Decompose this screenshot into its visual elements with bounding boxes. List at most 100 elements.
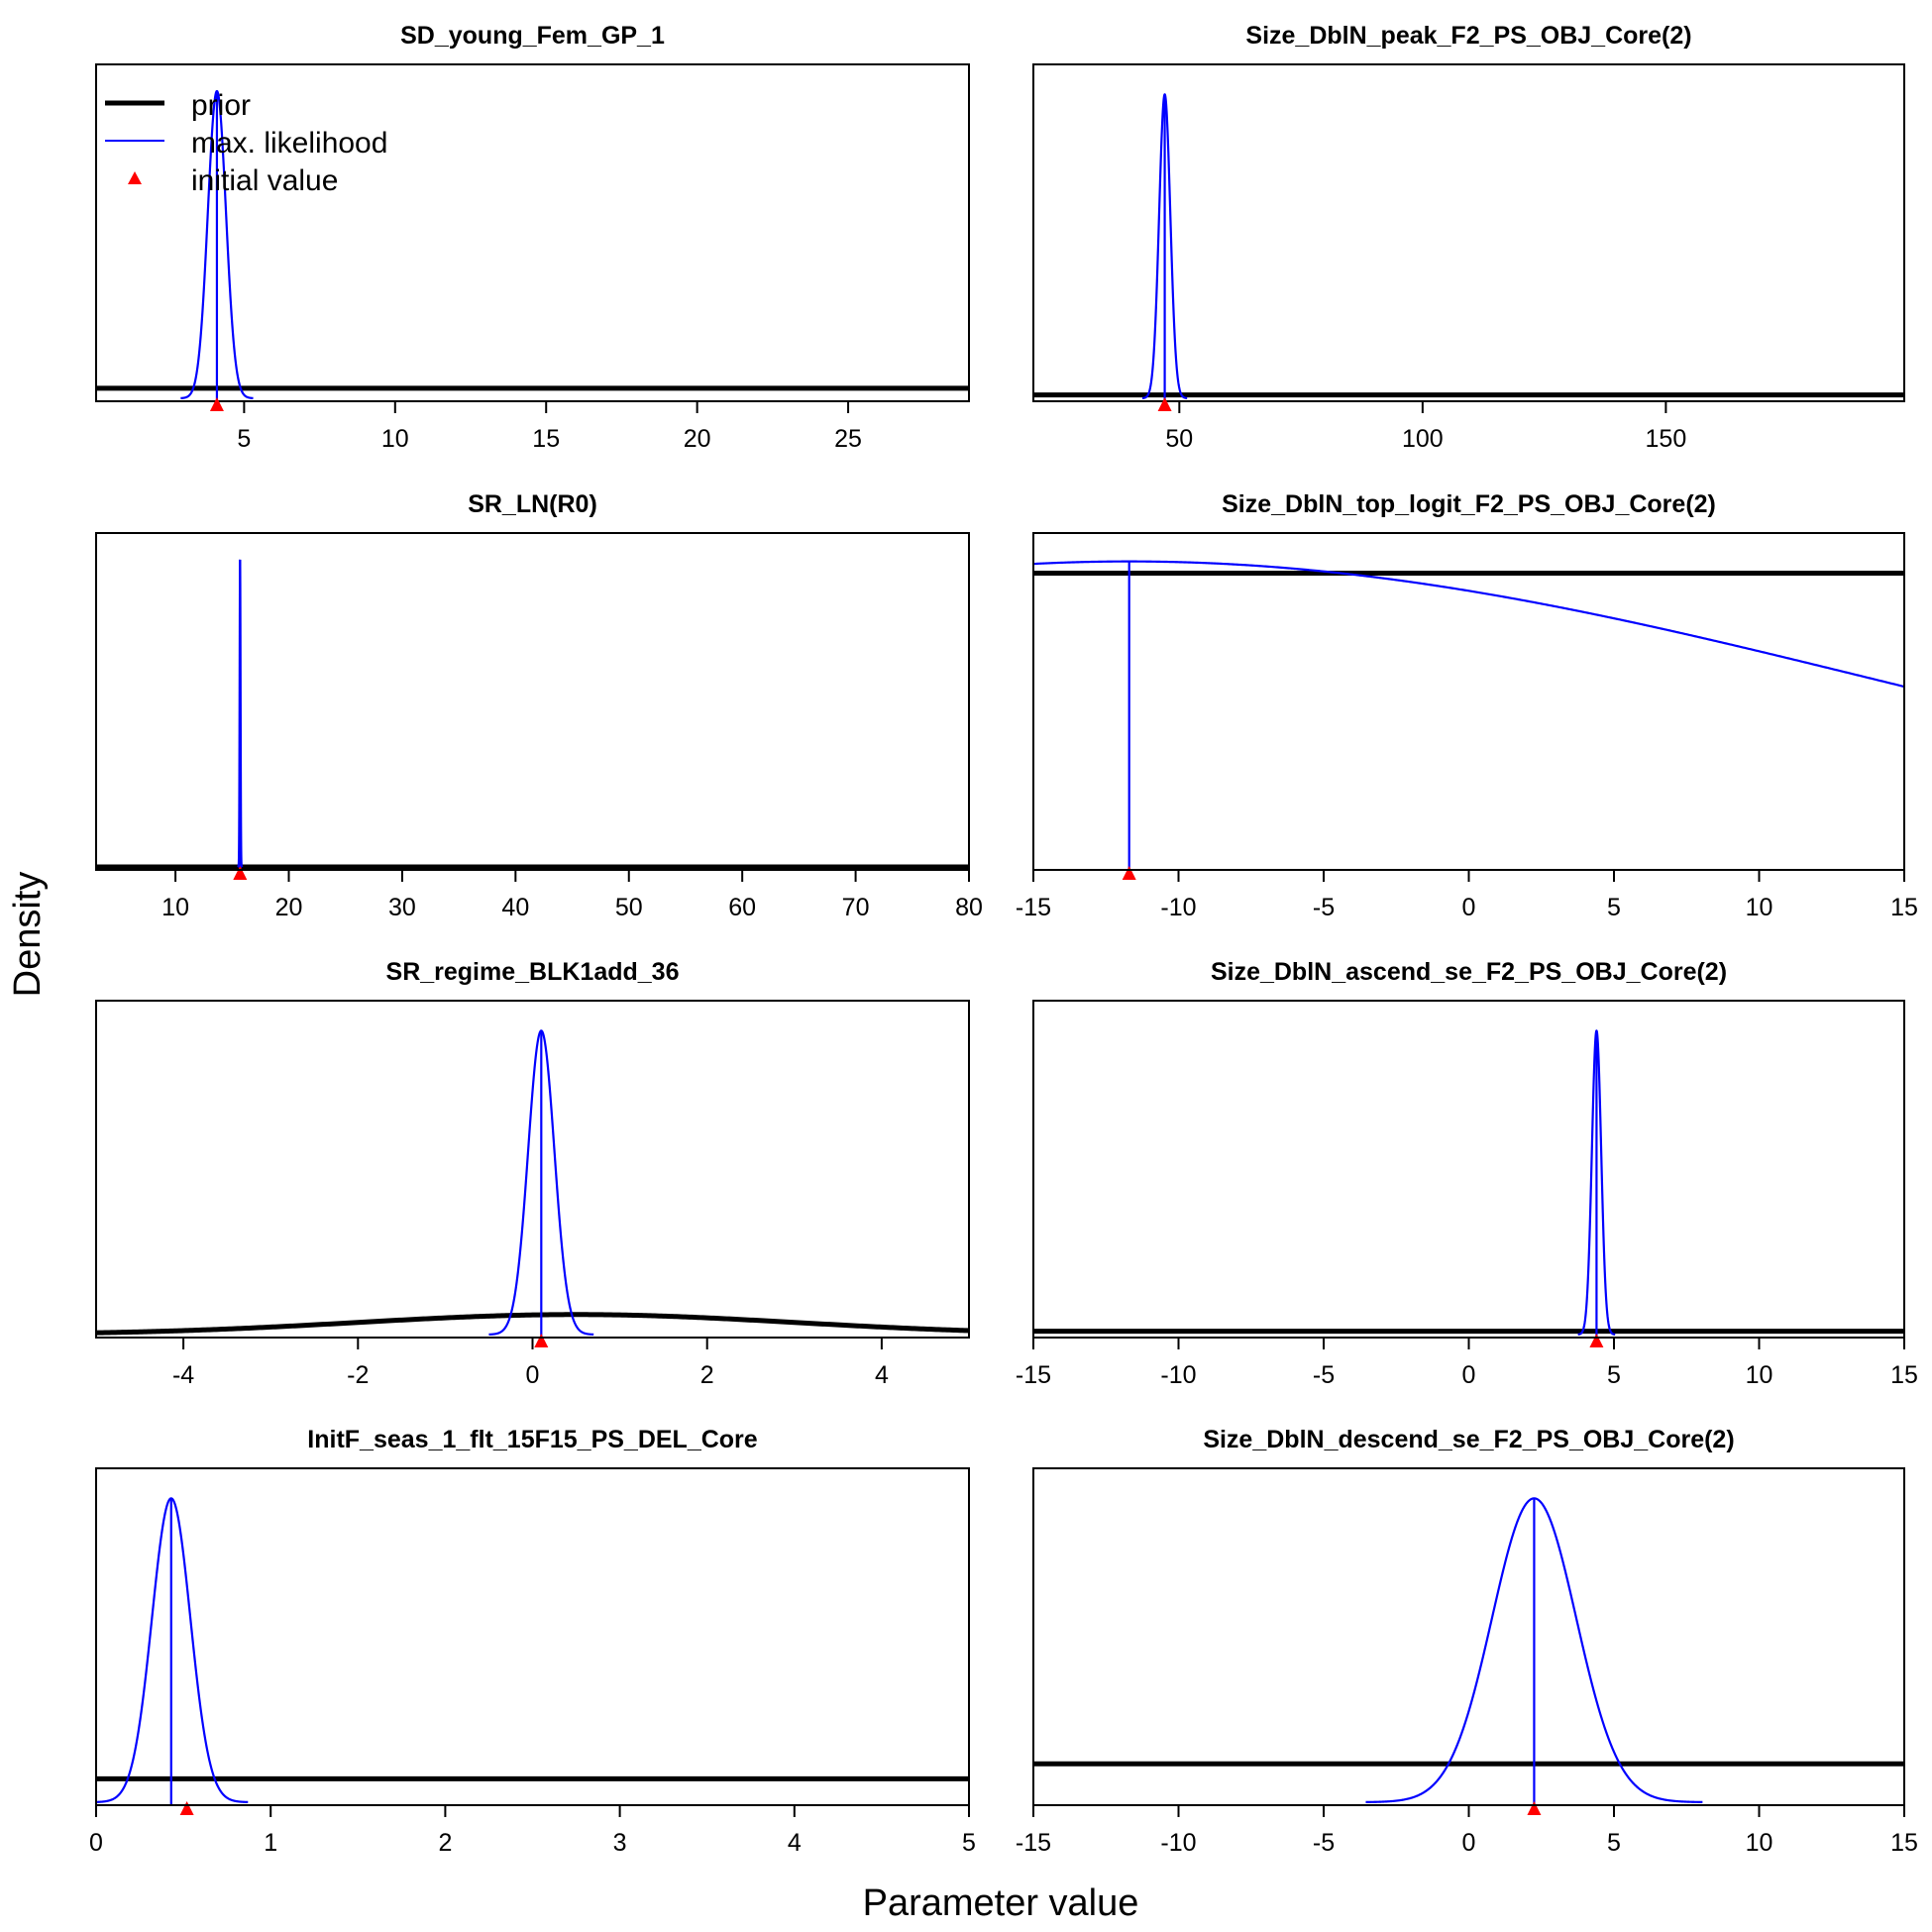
panel-title: Size_DblN_top_logit_F2_PS_OBJ_Core(2) [1222,490,1716,518]
plot-area [96,559,969,870]
x-tick-label: 2 [700,1361,714,1389]
panel-8: Size_DblN_descend_se_F2_PS_OBJ_Core(2) -1… [1016,1426,1918,1857]
panel-title: Size_DblN_descend_se_F2_PS_OBJ_Core(2) [1203,1426,1734,1453]
x-tick-label: 15 [1890,1829,1918,1857]
panel-7: InitF_seas_1_flt_15F15_PS_DEL_Core 0 1 2 3 4 5 [89,1426,976,1857]
x-tick-label: 50 [1165,425,1193,453]
x-axis-title: Parameter value [863,1882,1139,1924]
plot-area [1033,93,1904,401]
panel-title: InitF_seas_1_flt_15F15_PS_DEL_Core [307,1426,757,1453]
plot-area [1033,560,1904,870]
initial-value-marker [1157,397,1172,411]
x-tick-label: 20 [684,425,711,453]
x-tick-label: 4 [875,1361,889,1389]
x-tick-label: 10 [161,894,189,921]
plot-area [1033,1497,1904,1805]
x-tick-label: 80 [955,894,983,921]
x-tick-label: 0 [1462,1829,1476,1857]
panel-3: SR_LN(R0) 10 20 30 40 50 60 70 80 [95,490,983,921]
x-tick-label: 30 [388,894,416,921]
x-tick-label: 25 [834,425,862,453]
x-tick-label: 40 [501,894,529,921]
panel-6: Size_DblN_ascend_se_F2_PS_OBJ_Core(2) -15… [1016,958,1918,1389]
x-tick-label: -5 [1313,894,1335,921]
panel-5: SR_regime_BLK1add_36 -4 -2 0 2 4 [95,958,970,1389]
panel-title: SR_LN(R0) [468,490,597,518]
x-tick-label: -15 [1016,1829,1051,1857]
mle-curve [1033,560,1904,689]
initial-value-marker [233,866,248,880]
legend-label: max. likelihood [191,127,387,160]
panel-title: SR_regime_BLK1add_36 [386,958,680,986]
x-tick-label: -5 [1313,1829,1335,1857]
x-tick-label: 50 [615,894,643,921]
plot-area [1033,1029,1904,1338]
x-tick-label: 10 [1746,894,1773,921]
legend-item: prior [105,89,251,122]
panel-title: SD_young_Fem_GP_1 [400,22,665,50]
legend-label: initial value [191,164,338,197]
x-tick-label: 5 [962,1829,976,1857]
panel-frame [95,1000,970,1339]
x-tick-label: -5 [1313,1361,1335,1389]
y-axis-title: Density [7,872,49,998]
x-tick-label: -10 [1160,1361,1196,1389]
x-tick-label: 0 [1462,894,1476,921]
panel-title: Size_DblN_ascend_se_F2_PS_OBJ_Core(2) [1211,958,1727,986]
panels: SD_young_Fem_GP_15 10 15 20 25Size_DblN_peak… [89,22,1918,1857]
plot-area [96,1497,969,1805]
x-tick-label: 5 [1607,894,1621,921]
x-tick-label: 10 [1746,1361,1773,1389]
initial-value-marker [1527,1801,1542,1815]
x-tick-label: 2 [438,1829,452,1857]
x-tick-label: 4 [788,1829,802,1857]
legend-label: prior [191,89,251,122]
x-tick-label: 15 [1890,1361,1918,1389]
panel-frame [1032,532,1905,871]
x-tick-label: -15 [1016,894,1051,921]
initial-value-marker [1589,1334,1604,1347]
prior-curve [96,1312,969,1336]
x-tick-label: 3 [613,1829,627,1857]
legend-item: initial value [128,164,338,197]
x-tick-label: -4 [172,1361,194,1389]
x-tick-label: 70 [842,894,870,921]
panel-1: SD_young_Fem_GP_1 5 10 15 20 25 [95,22,970,453]
x-tick-label: 20 [275,894,303,921]
x-tick-label: 10 [1746,1829,1773,1857]
x-tick-label: -10 [1160,894,1196,921]
legend: prior max. likelihood initial value [105,89,387,197]
legend-item: max. likelihood [105,127,387,160]
x-tick-label: -10 [1160,1829,1196,1857]
x-tick-label: 5 [237,425,251,453]
x-tick-label: 1 [264,1829,277,1857]
x-tick-label: -2 [347,1361,369,1389]
panel-4: Size_DblN_top_logit_F2_PS_OBJ_Core(2) -15… [1016,490,1918,921]
panel-frame [1032,1000,1905,1339]
x-tick-label: 60 [728,894,756,921]
plot-area [96,1029,969,1338]
initial-value-marker [209,397,224,411]
panel-frame [1032,1467,1905,1806]
x-tick-label: 150 [1646,425,1687,453]
x-tick-label: 0 [1462,1361,1476,1389]
plot-area [96,89,969,401]
x-tick-label: 0 [526,1361,540,1389]
initial-value-marker [179,1801,194,1815]
x-tick-label: 15 [532,425,560,453]
x-tick-label: 10 [381,425,409,453]
x-tick-label: 15 [1890,894,1918,921]
x-tick-label: 5 [1607,1361,1621,1389]
panel-title: Size_DblN_peak_F2_PS_OBJ_Core(2) [1245,22,1691,50]
x-tick-label: -15 [1016,1361,1051,1389]
panel-frame [95,1467,970,1806]
initial-value-marker [1122,866,1136,880]
panel-2: Size_DblN_peak_F2_PS_OBJ_Core(2) 50 100 150 [1032,22,1905,453]
legend-initial-swatch [128,171,142,184]
initial-value-marker [534,1334,549,1347]
x-tick-label: 100 [1402,425,1444,453]
x-tick-label: 0 [89,1829,103,1857]
x-tick-label: 5 [1607,1829,1621,1857]
panel-frame [95,532,970,871]
